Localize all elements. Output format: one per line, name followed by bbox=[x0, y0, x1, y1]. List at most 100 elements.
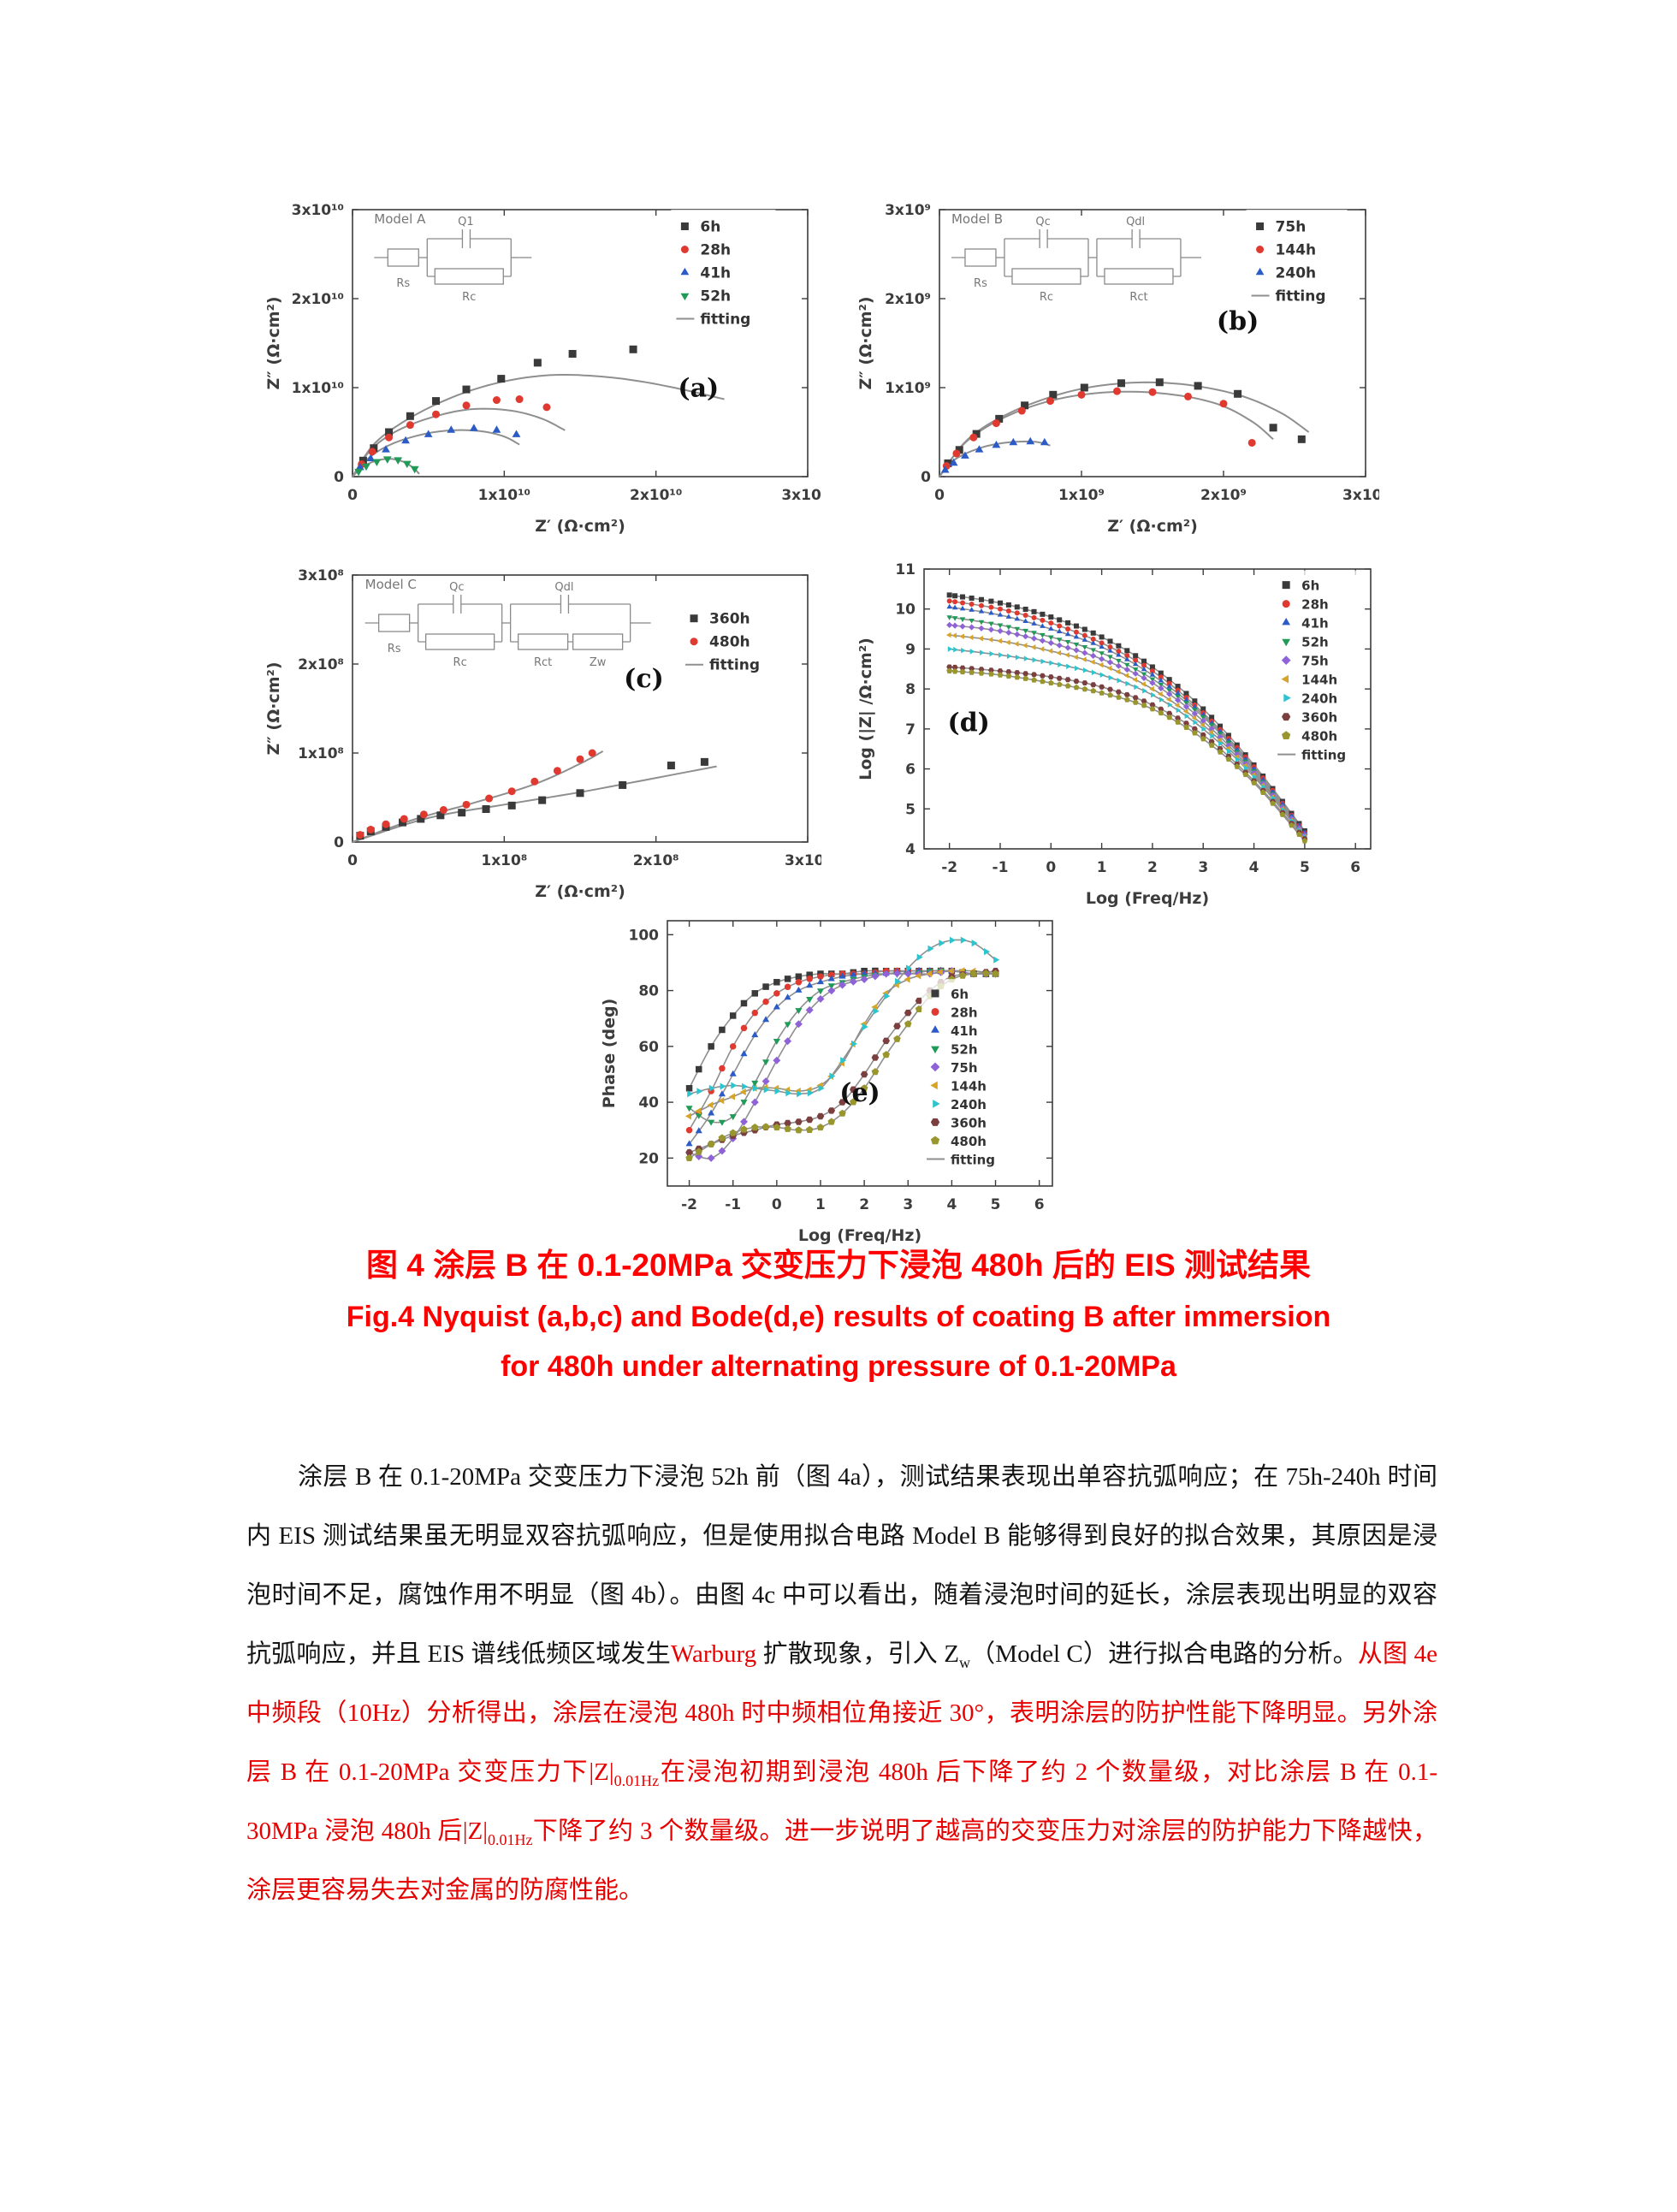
series-480h bbox=[946, 667, 1308, 844]
svg-text:Model C: Model C bbox=[365, 577, 417, 592]
paragraph-run: 扩散现象，引入 Z bbox=[756, 1640, 959, 1668]
svg-text:1x10⁹: 1x10⁹ bbox=[885, 380, 931, 397]
svg-text:52h: 52h bbox=[1301, 635, 1329, 650]
series-480h bbox=[685, 970, 999, 1161]
svg-text:41h: 41h bbox=[700, 265, 731, 282]
series-41h bbox=[356, 424, 521, 471]
x-axis-label: Log (Freq/Hz) bbox=[1086, 889, 1209, 908]
legend: 360h 480h fitting bbox=[680, 602, 785, 679]
svg-text:Q1: Q1 bbox=[458, 216, 474, 228]
panel-label-c: (c) bbox=[624, 664, 664, 694]
paragraph-run-red: 0.01Hz bbox=[488, 1830, 533, 1848]
series-240h bbox=[687, 936, 1000, 1098]
svg-text:28h: 28h bbox=[700, 242, 731, 259]
paragraph-run: w bbox=[958, 1653, 970, 1671]
svg-text:4: 4 bbox=[946, 1196, 957, 1213]
svg-text:0: 0 bbox=[334, 834, 344, 851]
svg-text:5: 5 bbox=[905, 801, 916, 818]
legend: 6h 28h 41h 52h 75h 144h 240h 360h 480h fitting bbox=[921, 979, 1011, 1171]
svg-text:1x10¹⁰: 1x10¹⁰ bbox=[292, 380, 344, 397]
panel-label-e: (e) bbox=[839, 1078, 880, 1108]
y-axis-label: Phase (deg) bbox=[600, 999, 619, 1109]
svg-text:144h: 144h bbox=[1301, 673, 1337, 688]
svg-text:1x10⁸: 1x10⁸ bbox=[481, 852, 527, 869]
svg-text:fitting: fitting bbox=[709, 657, 760, 674]
svg-text:Rs: Rs bbox=[396, 277, 410, 290]
svg-text:20: 20 bbox=[638, 1150, 659, 1167]
paragraph-run-red: 0.01Hz bbox=[613, 1771, 660, 1789]
x-axis-label: Z′ (Ω·cm²) bbox=[535, 882, 625, 901]
svg-text:240h: 240h bbox=[951, 1097, 987, 1112]
svg-text:-2: -2 bbox=[681, 1196, 697, 1213]
svg-text:-1: -1 bbox=[725, 1196, 741, 1213]
paragraph-run-red: Warburg bbox=[670, 1640, 757, 1668]
svg-text:fitting: fitting bbox=[700, 311, 750, 329]
svg-text:28h: 28h bbox=[951, 1005, 978, 1020]
svg-text:75h: 75h bbox=[1301, 654, 1329, 669]
svg-text:Qdl: Qdl bbox=[554, 581, 573, 594]
svg-text:Model A: Model A bbox=[374, 211, 426, 227]
svg-text:360h: 360h bbox=[709, 611, 750, 628]
chart-b-svg: 0 1x10⁹ 2x10⁹ 3x10⁹ 0 1x10⁹ 2x10⁹ 3x10⁹ Z′ (Ω·cm… bbox=[856, 202, 1389, 536]
svg-text:6h: 6h bbox=[951, 987, 969, 1002]
svg-text:Rs: Rs bbox=[974, 277, 987, 290]
panel-label-a: (a) bbox=[678, 373, 719, 403]
series-360h bbox=[356, 757, 708, 840]
series-41h bbox=[946, 603, 1308, 835]
svg-text:fitting: fitting bbox=[951, 1152, 995, 1167]
svg-text:360h: 360h bbox=[951, 1115, 987, 1130]
svg-text:2x10⁸: 2x10⁸ bbox=[633, 852, 679, 869]
equivalent-circuit-inset: Model B Rs Qc Rc Qdl Rct bbox=[951, 211, 1201, 304]
svg-text:fitting: fitting bbox=[1301, 748, 1346, 763]
svg-text:75h: 75h bbox=[951, 1060, 978, 1076]
svg-text:Qc: Qc bbox=[449, 581, 464, 594]
svg-text:3x10⁸: 3x10⁸ bbox=[785, 852, 821, 869]
x-axis-label: Z′ (Ω·cm²) bbox=[1107, 517, 1198, 536]
y-axis-label: Z″ (Ω·cm²) bbox=[856, 297, 875, 390]
series-144h bbox=[945, 632, 1307, 840]
series-240h bbox=[940, 436, 1049, 473]
svg-text:Rc: Rc bbox=[462, 291, 476, 304]
y-axis-label: Z″ (Ω·cm²) bbox=[264, 662, 283, 756]
svg-text:3x10⁸: 3x10⁸ bbox=[298, 567, 344, 584]
svg-text:8: 8 bbox=[905, 681, 916, 698]
series-28h bbox=[946, 598, 1307, 836]
nyquist-plot-a: 0 1x10¹⁰ 2x10¹⁰ 3x10¹⁰ 0 1x10¹⁰ 2x10¹⁰ 3x10¹⁰ Z′… bbox=[257, 201, 834, 543]
panel-label-d: (d) bbox=[948, 709, 990, 738]
svg-text:5: 5 bbox=[991, 1196, 1001, 1213]
svg-text:144h: 144h bbox=[1276, 242, 1317, 259]
svg-text:6: 6 bbox=[905, 762, 916, 779]
svg-text:Rc: Rc bbox=[453, 656, 467, 669]
svg-text:1: 1 bbox=[1097, 859, 1107, 876]
paragraph-run-red: 下降了约 3 个数量级。进一步说明了越高的交变压力对涂层的防护能力下降越快，涂层… bbox=[246, 1818, 1437, 1904]
svg-text:2x10⁹: 2x10⁹ bbox=[1200, 487, 1247, 504]
svg-text:3x10¹⁰: 3x10¹⁰ bbox=[292, 202, 344, 219]
svg-text:6h: 6h bbox=[700, 219, 720, 236]
svg-text:144h: 144h bbox=[951, 1078, 987, 1094]
svg-text:1x10⁸: 1x10⁸ bbox=[298, 745, 344, 762]
svg-text:9: 9 bbox=[905, 641, 916, 658]
svg-text:3x10¹⁰: 3x10¹⁰ bbox=[781, 487, 821, 504]
legend: 6h 28h 41h 52h 75h 144h 240h 360h 480h fitting bbox=[1272, 570, 1366, 766]
svg-text:6: 6 bbox=[1350, 859, 1360, 876]
svg-text:480h: 480h bbox=[709, 634, 750, 651]
series-240h bbox=[947, 646, 1308, 840]
bode-phase-plot-e: -2 -1 0 1 2 3 4 5 6 20 40 60 80 100 Log (Freq/Hz) Phase… bbox=[592, 912, 1068, 1253]
svg-text:0: 0 bbox=[772, 1196, 782, 1213]
svg-text:6h: 6h bbox=[1301, 578, 1319, 594]
panel-label-b: (b) bbox=[1217, 306, 1259, 336]
svg-text:1x10¹⁰: 1x10¹⁰ bbox=[478, 487, 530, 504]
svg-text:0: 0 bbox=[347, 852, 358, 869]
svg-text:Qdl: Qdl bbox=[1126, 216, 1145, 228]
series-360h bbox=[946, 664, 1308, 842]
figure-caption: 图 4 涂层 B 在 0.1-20MPa 交变压力下浸泡 480h 后的 EIS… bbox=[0, 1239, 1677, 1391]
svg-text:0: 0 bbox=[921, 469, 931, 486]
svg-text:3: 3 bbox=[1198, 859, 1208, 876]
svg-text:-2: -2 bbox=[941, 859, 957, 876]
svg-text:Zw: Zw bbox=[590, 656, 607, 669]
svg-text:100: 100 bbox=[629, 927, 660, 944]
svg-text:60: 60 bbox=[638, 1039, 659, 1056]
svg-text:28h: 28h bbox=[1301, 597, 1329, 613]
svg-text:11: 11 bbox=[895, 561, 916, 578]
